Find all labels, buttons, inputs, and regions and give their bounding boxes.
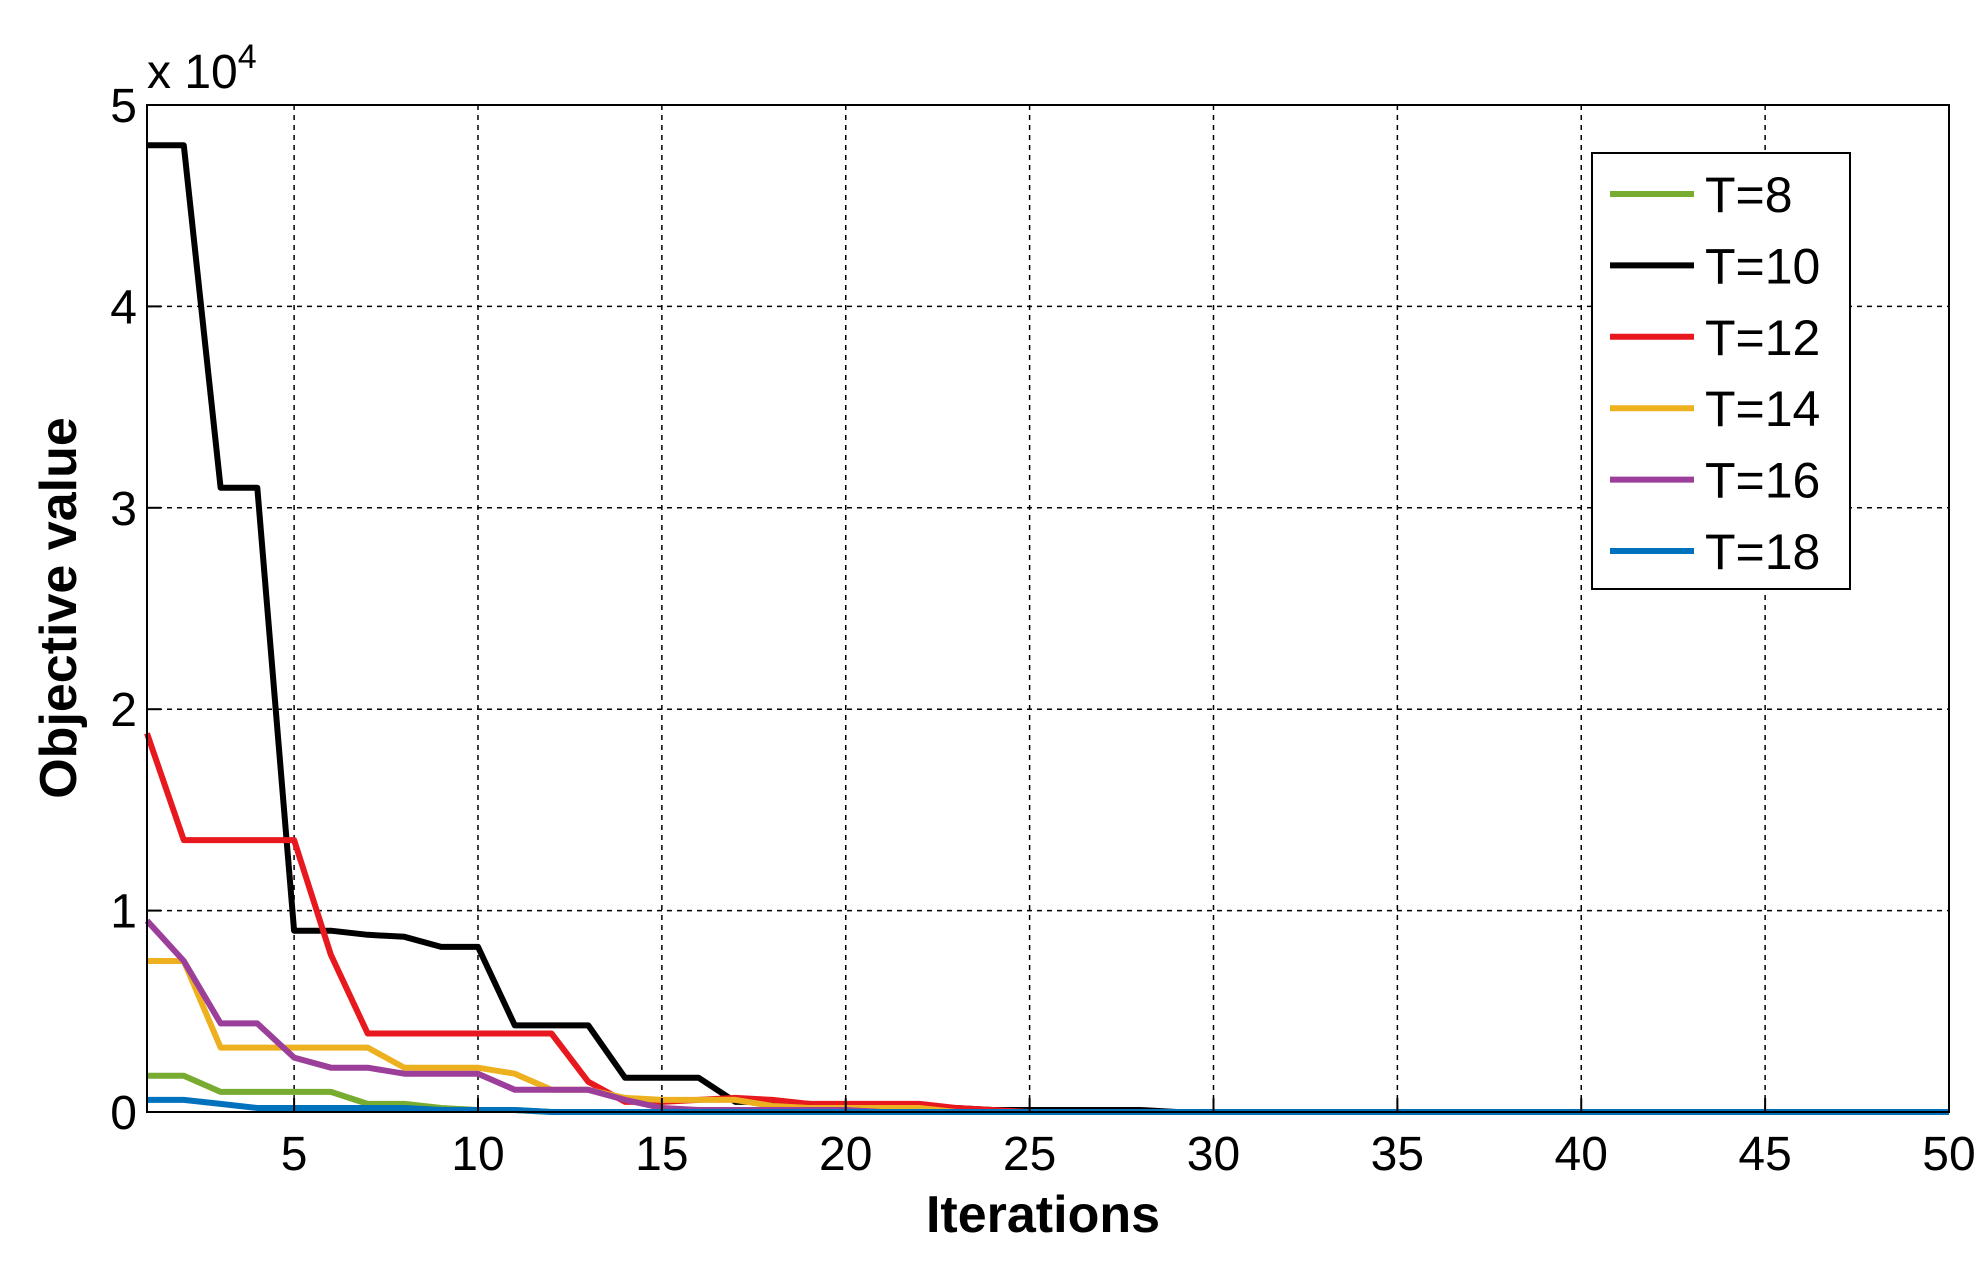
x-axis-label: Iterations [926, 1186, 1160, 1244]
x-tick-label: 25 [1003, 1128, 1056, 1181]
y-multiplier: x 104 [147, 38, 257, 99]
legend-label: T=18 [1705, 524, 1820, 580]
plot-frame [146, 104, 1950, 1113]
x-tick-label: 35 [1371, 1128, 1424, 1181]
y-multiplier-exponent: 4 [238, 38, 257, 76]
legend: T=8 T=10 T=12 T=14 T=16 T=18 [1610, 167, 1820, 580]
x-tick-label: 40 [1555, 1128, 1608, 1181]
x-tick-label: 30 [1187, 1128, 1240, 1181]
x-tick-label: 5 [281, 1128, 308, 1181]
legend-box [1591, 152, 1851, 590]
x-tick-label: 10 [451, 1128, 504, 1181]
y-tick-label: 2 [110, 684, 137, 737]
legend-label: T=10 [1705, 238, 1820, 294]
legend-label: T=14 [1705, 381, 1820, 437]
x-tick-label: 20 [819, 1128, 872, 1181]
y-multiplier-base: x 10 [147, 46, 238, 99]
y-tick-label: 5 [110, 80, 137, 133]
y-tick-label: 4 [110, 281, 137, 334]
x-tick-label: 15 [635, 1128, 688, 1181]
y-tick-label: 1 [110, 886, 137, 939]
y-tick-label: 3 [110, 483, 137, 536]
legend-label: T=8 [1705, 167, 1793, 223]
y-tick-label: 0 [110, 1087, 137, 1140]
x-tick-label: 50 [1922, 1128, 1975, 1181]
legend-label: T=16 [1705, 453, 1820, 509]
y-axis-label: Objective value [30, 417, 88, 799]
x-tick-label: 45 [1738, 1128, 1791, 1181]
legend-label: T=12 [1705, 310, 1820, 366]
